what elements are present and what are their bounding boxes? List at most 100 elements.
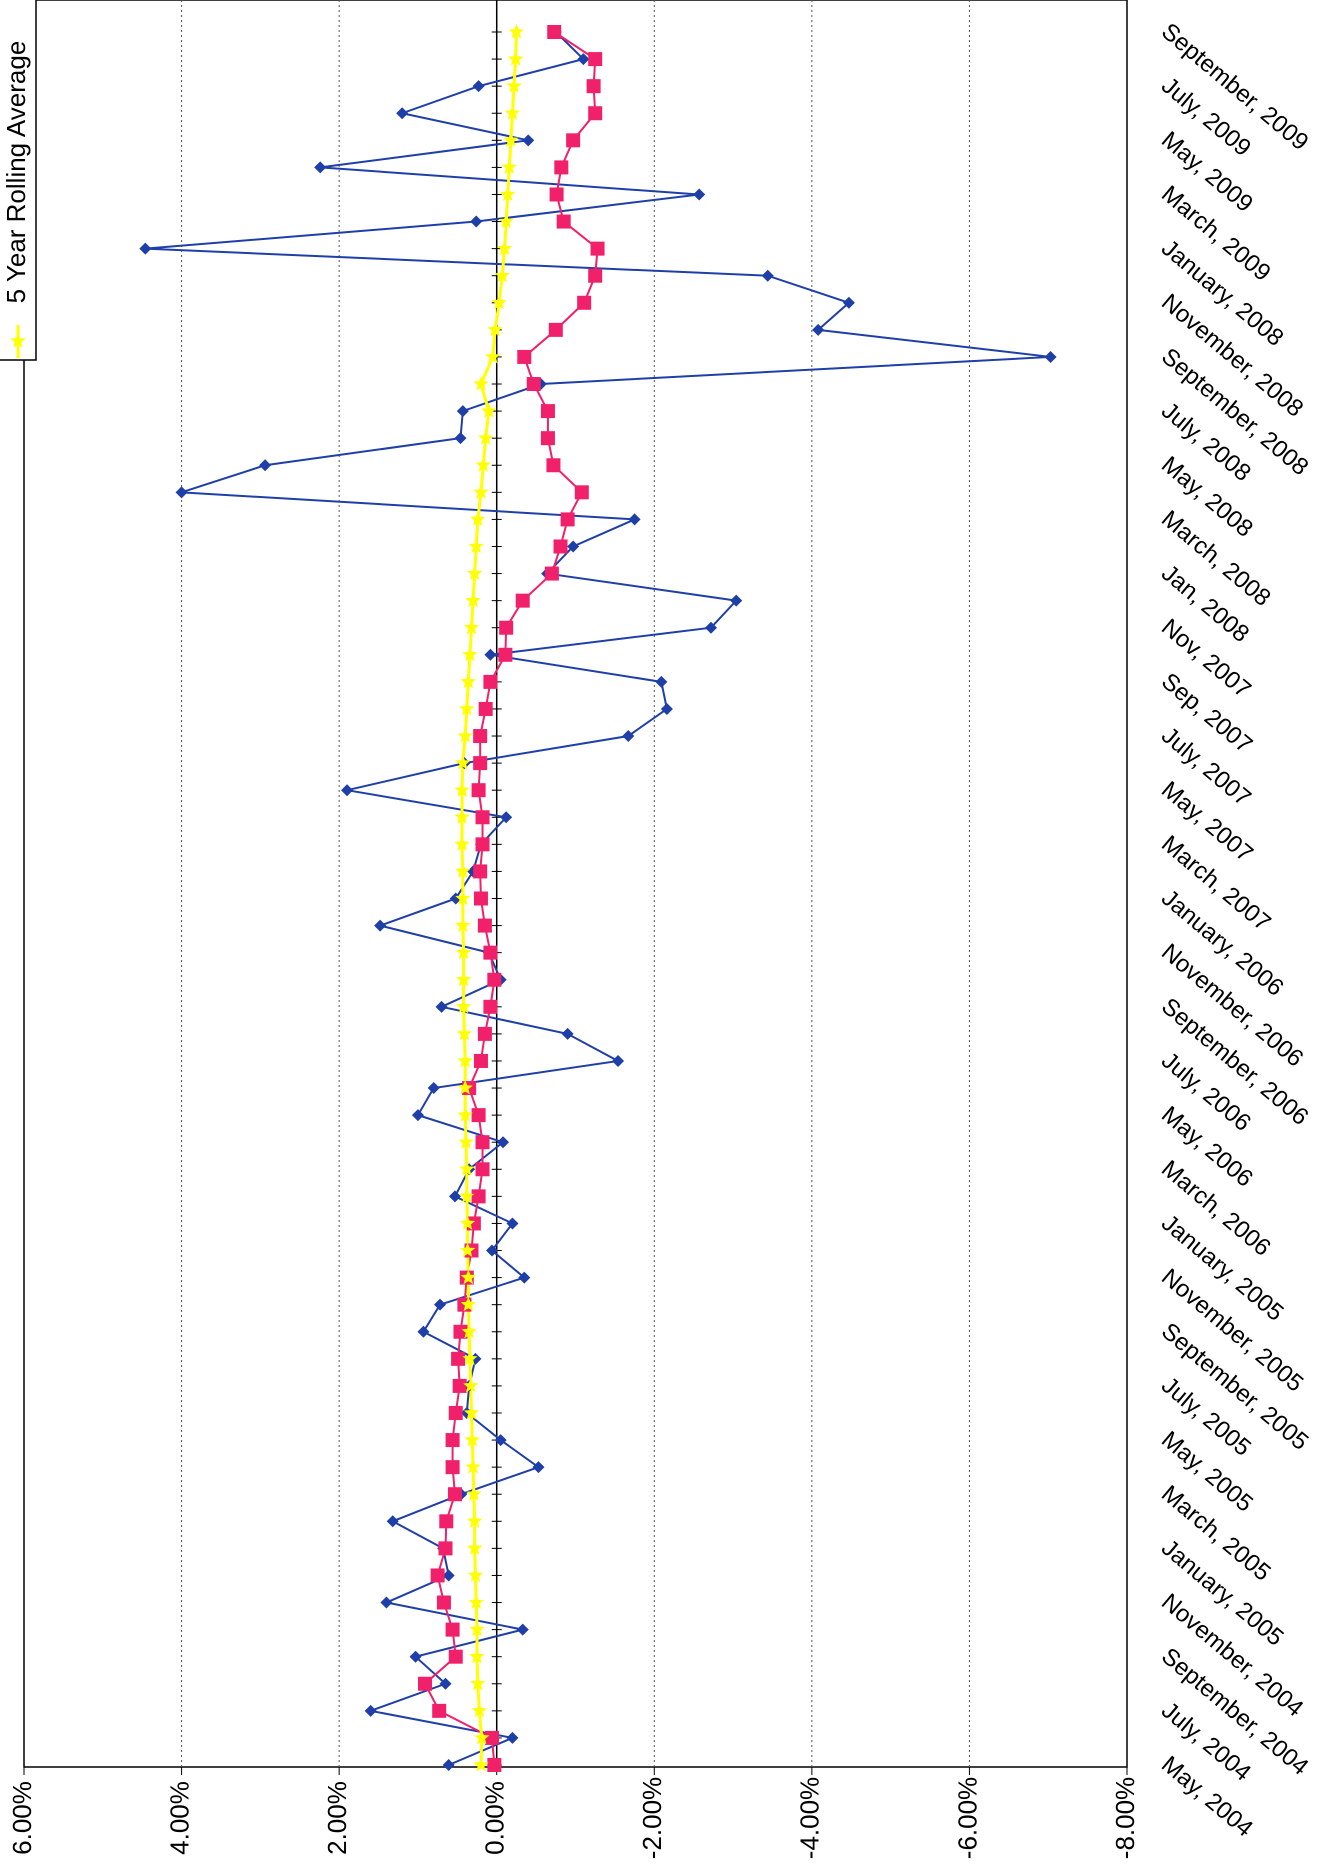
legend-label: 5 Year Rolling Average [1, 41, 31, 304]
point [386, 1515, 399, 1528]
point [556, 214, 571, 229]
point [447, 1487, 462, 1502]
y-tick-label: 6.00% [7, 1781, 37, 1855]
point [460, 1296, 476, 1312]
point [478, 430, 494, 445]
point [374, 919, 387, 932]
point [500, 186, 516, 201]
point [506, 1217, 519, 1230]
series-line [460, 31, 518, 1766]
point [586, 79, 601, 94]
point [590, 241, 605, 256]
point [453, 1324, 468, 1339]
y-tick-label: -8.00% [1110, 1777, 1140, 1859]
point [517, 349, 532, 364]
point [473, 1053, 488, 1068]
point [500, 811, 513, 824]
point [469, 1621, 485, 1637]
point [475, 1162, 490, 1177]
point [540, 431, 555, 446]
point [442, 1759, 455, 1771]
point [448, 1190, 461, 1203]
point [139, 242, 152, 255]
point [730, 594, 743, 607]
point [508, 51, 524, 66]
point [473, 484, 489, 499]
point [501, 159, 517, 174]
point [487, 321, 503, 337]
point [427, 1082, 440, 1095]
point [464, 1432, 480, 1447]
point [499, 620, 514, 635]
point [566, 133, 581, 148]
point [532, 1461, 545, 1474]
point [457, 1053, 473, 1068]
point [418, 1676, 433, 1691]
point [481, 403, 497, 418]
point [468, 1594, 484, 1609]
point [574, 485, 589, 500]
point [463, 1377, 479, 1393]
point [461, 1323, 477, 1339]
point [475, 810, 490, 825]
point [471, 1702, 487, 1718]
point [812, 323, 825, 336]
point [468, 538, 484, 553]
y-tick-label: -2.00% [637, 1777, 667, 1859]
point [455, 755, 471, 770]
point [380, 1596, 393, 1609]
point [465, 592, 481, 608]
point [504, 105, 521, 120]
point [472, 80, 485, 93]
point [588, 52, 603, 67]
point [506, 1731, 519, 1744]
point [454, 782, 470, 797]
point [456, 998, 472, 1014]
point [409, 1650, 422, 1663]
point [485, 1244, 498, 1257]
point [705, 621, 718, 634]
point [463, 1405, 480, 1420]
point [459, 701, 475, 716]
point [439, 1677, 452, 1690]
point [435, 1000, 448, 1013]
point [518, 1271, 531, 1284]
point [455, 917, 471, 933]
point [612, 1054, 625, 1067]
point [473, 891, 488, 906]
point [471, 783, 486, 798]
point [478, 701, 493, 716]
point [483, 674, 498, 689]
point [456, 971, 472, 987]
point [548, 322, 563, 337]
y-tick-label: -4.00% [795, 1777, 825, 1859]
point [588, 106, 603, 121]
point [549, 187, 564, 202]
point [516, 1623, 529, 1636]
point [761, 269, 774, 282]
point [448, 1405, 463, 1420]
point [485, 348, 501, 364]
point [498, 647, 513, 662]
point [471, 1189, 486, 1204]
legend-marker [10, 333, 26, 348]
point [449, 892, 462, 905]
point [456, 944, 472, 960]
y-tick-label: 0.00% [480, 1781, 510, 1855]
point [448, 1649, 463, 1664]
point [473, 864, 488, 879]
point [438, 1541, 453, 1556]
point [454, 809, 470, 824]
point [451, 1351, 466, 1366]
point [503, 132, 519, 147]
point [458, 1134, 474, 1149]
point [561, 1027, 574, 1040]
point [471, 1108, 486, 1123]
point [396, 107, 409, 120]
y-tick-label: 2.00% [322, 1781, 352, 1855]
point [470, 511, 486, 526]
point [506, 78, 522, 93]
point [473, 729, 488, 744]
